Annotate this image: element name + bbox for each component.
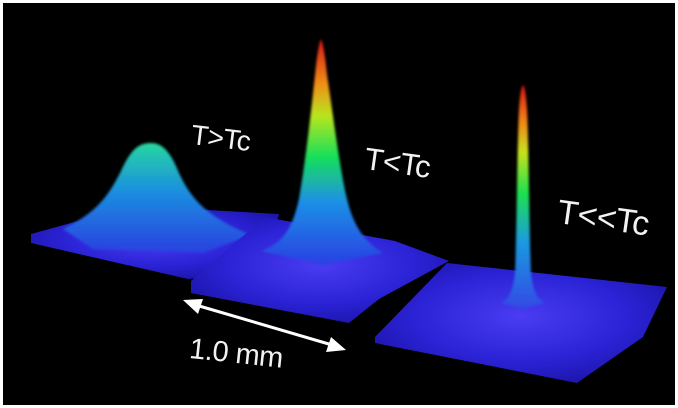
plate-below-tc	[191, 39, 449, 323]
condensate-peak	[261, 39, 383, 265]
spike-peak	[501, 85, 545, 309]
plate-far-below-tc	[375, 85, 667, 383]
scale-bar-arrow	[183, 299, 346, 352]
density-surface-plots	[31, 39, 667, 383]
label-below-tc: T<Tc	[362, 141, 433, 185]
thermal-peak	[63, 143, 251, 253]
figure-canvas: T>Tc T<Tc T<<Tc 1.0 mm	[3, 3, 675, 405]
label-above-tc: T>Tc	[189, 119, 253, 158]
